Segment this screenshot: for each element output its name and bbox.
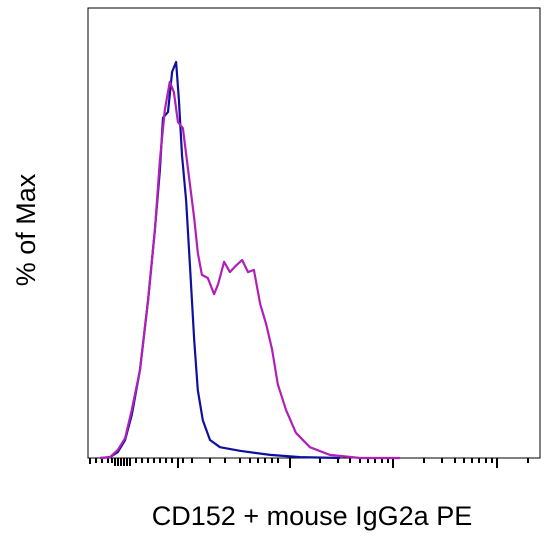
histogram-line (100, 80, 400, 460)
histogram-line (100, 60, 341, 460)
x-axis-label: CD152 + mouse IgG2a PE (152, 501, 472, 531)
y-axis-label: % of Max (11, 173, 41, 286)
x-axis-ticks (89, 458, 529, 468)
plot-frame (87, 7, 541, 459)
